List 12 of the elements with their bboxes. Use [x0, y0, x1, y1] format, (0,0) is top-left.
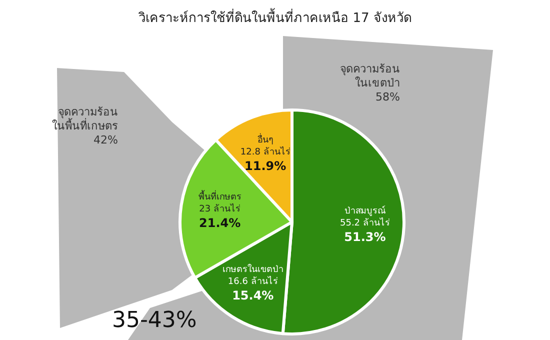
slice-label: พื้นที่เกษตร	[198, 190, 242, 203]
data-label: 12.8 ล้านไร่ 11.9%	[240, 146, 290, 174]
data-label: 55.2 ล้านไร่ 51.3%	[340, 217, 390, 244]
slice-label: ป่าสมบูรณ์	[344, 204, 386, 216]
data-label: 23 ล้านไร่ 21.4%	[199, 204, 241, 230]
text: จุดความร้อน ในเขตป่า 58%	[340, 62, 400, 104]
slice-label: เกษตรในเขตป่า	[222, 264, 284, 276]
text: 35-43%	[112, 308, 197, 333]
text: จุดความร้อน ในพื้นที่เกษตร 42%	[52, 106, 118, 146]
data-label: 16.6 ล้านไร่ 15.4%	[228, 276, 278, 303]
slice-label: อื่นๆ	[257, 132, 274, 146]
chart-subtitle: วิเคราะห์การใช้ที่ดินในพื้นที่ภาคเหนือ 17 จังหวัด	[138, 8, 412, 26]
